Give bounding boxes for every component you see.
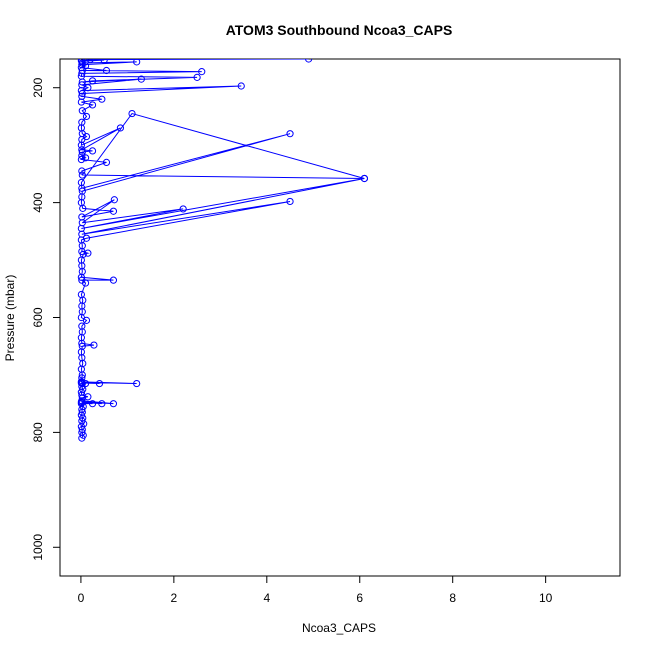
- data-point: [198, 68, 206, 76]
- data-point: [100, 59, 108, 64]
- data-point: [86, 59, 94, 64]
- data-point: [78, 213, 86, 221]
- y-tick-label: 1000: [31, 534, 45, 561]
- data-point: [286, 130, 294, 138]
- x-tick-label: 4: [263, 591, 270, 605]
- data-point: [77, 178, 85, 187]
- data-point: [133, 379, 141, 388]
- x-axis-label: Ncoa3_CAPS: [302, 621, 376, 635]
- data-point: [98, 95, 106, 103]
- data-point: [102, 66, 111, 75]
- data-point: [82, 234, 91, 242]
- data-point: [78, 146, 86, 154]
- data-point: [78, 187, 86, 195]
- data-point: [88, 77, 97, 85]
- data-point: [179, 205, 187, 213]
- series-layer: [77, 59, 368, 442]
- y-axis-label: Pressure (mbar): [3, 275, 17, 362]
- chart-title: ATOM3 Southbound Ncoa3_CAPS: [226, 22, 453, 38]
- x-tick-label: 10: [539, 591, 553, 605]
- data-point: [137, 75, 145, 83]
- y-tick-label: 600: [31, 307, 45, 327]
- data-point: [133, 59, 141, 66]
- data-point: [84, 84, 92, 92]
- data-point: [98, 400, 106, 408]
- x-tick-label: 2: [171, 591, 178, 605]
- data-point: [77, 290, 85, 299]
- data-point: [78, 342, 86, 350]
- data-point: [77, 155, 85, 164]
- y-tick-label: 400: [31, 192, 45, 212]
- data-point: [78, 107, 86, 115]
- data-point: [78, 81, 86, 89]
- x-tick-label: 8: [449, 591, 456, 605]
- data-point: [78, 276, 86, 284]
- data-point: [81, 154, 90, 162]
- data-point: [82, 112, 91, 121]
- x-tick-label: 0: [78, 591, 85, 605]
- y-axis: 200 400 600 800 1000: [31, 77, 61, 561]
- data-point: [110, 196, 118, 204]
- data-point: [78, 89, 86, 98]
- y-tick-label: 800: [31, 422, 45, 442]
- data-point: [78, 167, 86, 175]
- data-point: [78, 171, 86, 179]
- data-point: [78, 374, 86, 382]
- data-point: [193, 73, 201, 81]
- data-point: [77, 378, 85, 386]
- y-tick-label: 200: [31, 77, 45, 97]
- data-point: [88, 101, 97, 109]
- data-point: [78, 118, 86, 126]
- data-point: [78, 322, 86, 330]
- data-point: [90, 341, 98, 349]
- data-point: [95, 379, 104, 388]
- plot-area-frame: [59, 58, 621, 577]
- data-point: [77, 59, 85, 65]
- x-axis: 0 2 4 6 8 10: [78, 575, 553, 605]
- data-point: [81, 379, 90, 388]
- data-point: [88, 400, 97, 408]
- data-point: [237, 82, 245, 90]
- data-point: [102, 158, 111, 166]
- data-point: [286, 197, 294, 206]
- data-point: [305, 59, 313, 63]
- data-point: [109, 276, 118, 284]
- series-line: [79, 59, 365, 439]
- x-tick-label: 6: [356, 591, 363, 605]
- data-point: [360, 174, 368, 183]
- data-point: [109, 207, 118, 215]
- data-point: [128, 109, 136, 118]
- data-point: [116, 124, 125, 132]
- data-point: [88, 147, 97, 155]
- data-point: [109, 400, 118, 408]
